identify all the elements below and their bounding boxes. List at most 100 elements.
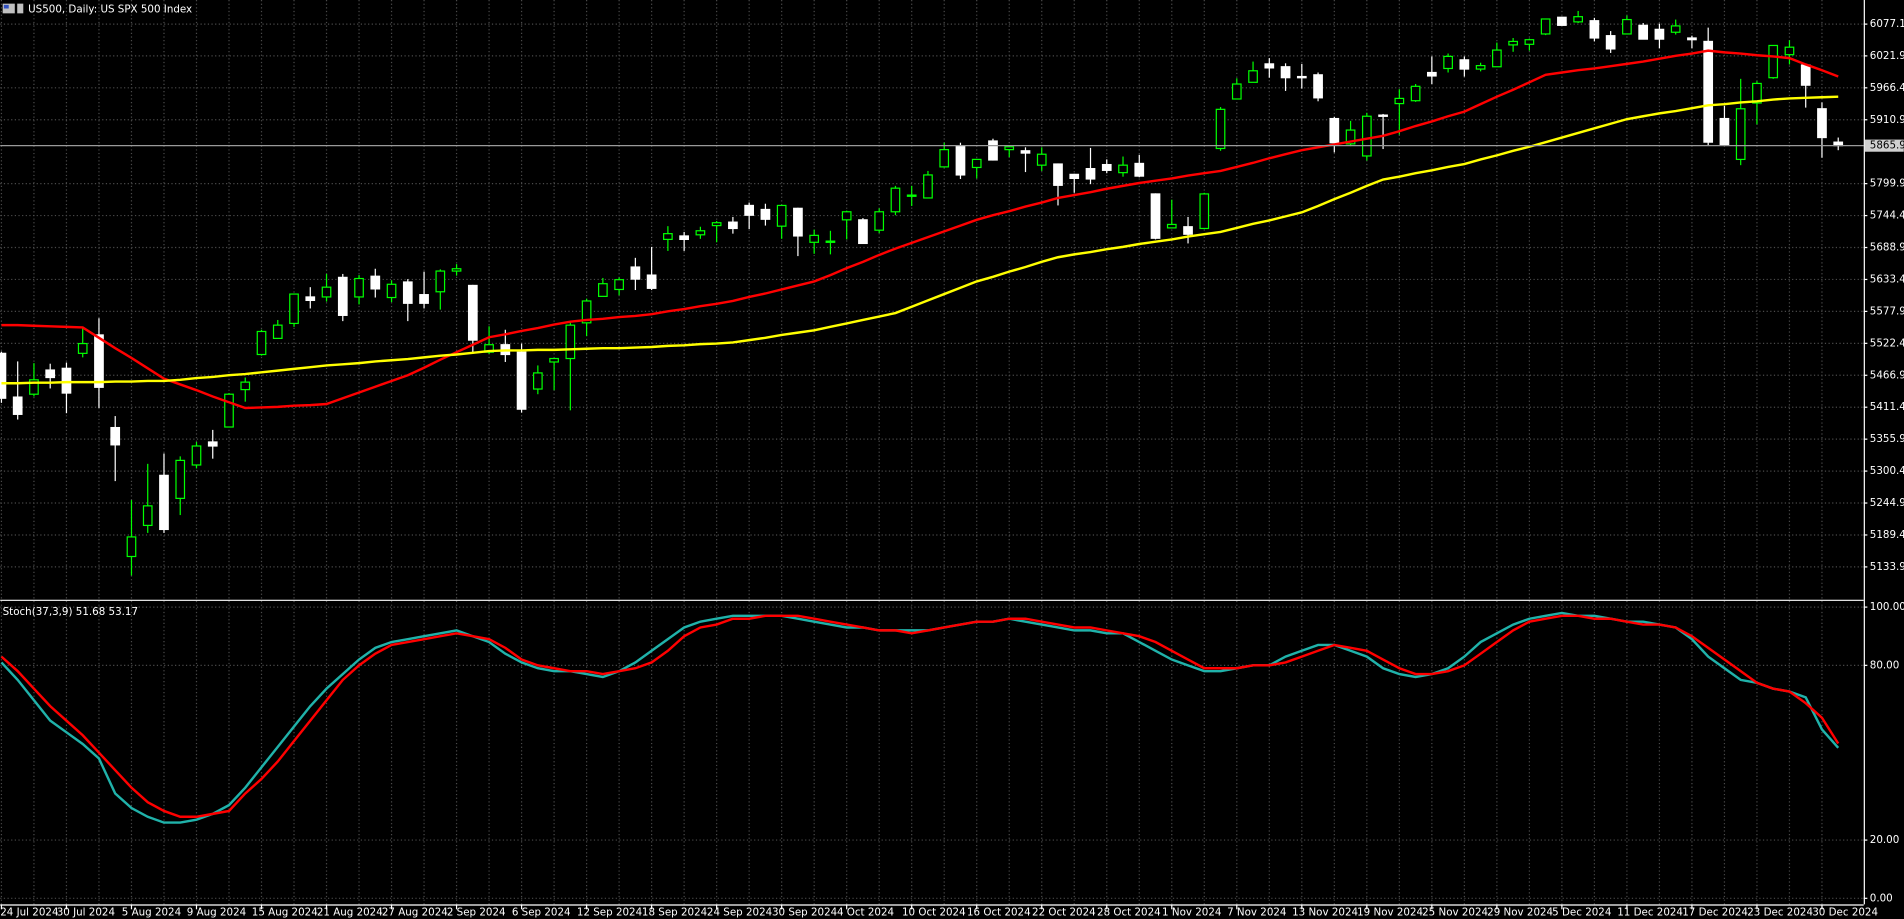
candle-body xyxy=(1817,108,1827,139)
x-tick-label: 11 Dec 2024 xyxy=(1617,906,1683,918)
x-tick-label: 19 Nov 2024 xyxy=(1357,906,1423,918)
candle-body xyxy=(1573,16,1584,23)
candle-body xyxy=(1459,59,1470,70)
x-tick-label: 24 Jul 2024 xyxy=(0,906,58,918)
x-tick-label: 5 Aug 2024 xyxy=(122,906,181,918)
candle-body xyxy=(1020,150,1031,154)
candle-body xyxy=(1687,37,1697,41)
x-tick-label: 29 Nov 2024 xyxy=(1487,906,1553,918)
grid xyxy=(0,0,1864,905)
candle-body xyxy=(1004,146,1015,151)
candle-body xyxy=(1638,24,1649,40)
candle-body xyxy=(565,324,576,360)
y-tick-label: 6021.9 xyxy=(1870,50,1904,62)
candle-body xyxy=(760,208,771,220)
x-tick-label: 17 Dec 2024 xyxy=(1682,906,1748,918)
candle-body xyxy=(386,283,397,299)
candle-body xyxy=(1394,97,1405,105)
candle-body xyxy=(614,279,624,291)
candle-body xyxy=(1492,49,1502,68)
candle-body xyxy=(630,266,641,280)
candle-body xyxy=(77,342,88,354)
candle-body xyxy=(1589,20,1600,39)
x-tick-label: 24 Sep 2024 xyxy=(707,906,772,918)
y-tick-label: 5300.4 xyxy=(1870,465,1904,477)
candle-body xyxy=(45,369,56,379)
candle-body xyxy=(1329,117,1340,144)
candle-body xyxy=(1557,16,1567,26)
candle-body xyxy=(971,158,982,169)
candle-body xyxy=(1735,108,1746,161)
y-tick-label: 5688.9 xyxy=(1870,242,1904,254)
candle-body xyxy=(435,270,446,293)
y-tick-label: 20.00 xyxy=(1870,834,1899,846)
x-tick-label: 13 Nov 2024 xyxy=(1292,906,1358,918)
candle-body xyxy=(793,207,803,237)
candle-body xyxy=(1524,39,1535,45)
x-tick-label: 23 Dec 2024 xyxy=(1747,906,1813,918)
candle-body xyxy=(61,367,72,394)
candle-body xyxy=(256,330,267,356)
plot-area xyxy=(0,10,1864,824)
candle-body xyxy=(695,230,706,236)
x-tick-label: 2 Sep 2024 xyxy=(447,906,506,918)
candle-body xyxy=(1508,40,1518,46)
y-tick-label: 80.00 xyxy=(1870,659,1899,671)
x-tick-label: 4 Oct 2024 xyxy=(837,906,894,918)
candle-body xyxy=(906,194,917,197)
candle-body xyxy=(1345,129,1356,145)
candle-body xyxy=(1540,18,1551,35)
y-tick-label: 5910.9 xyxy=(1870,114,1904,126)
candle-body xyxy=(1134,162,1145,177)
candle-body xyxy=(663,233,673,241)
candle-body xyxy=(305,296,316,302)
indicator-line xyxy=(0,611,1840,824)
chart-title: US500, Daily: US SPX 500 Index xyxy=(28,4,192,16)
x-tick-label: 18 Sep 2024 xyxy=(642,906,707,918)
candle-body xyxy=(728,221,738,230)
candle-body xyxy=(29,379,39,395)
candle-body xyxy=(207,441,218,447)
x-tick-label: 30 Dec 2024 xyxy=(1812,906,1878,918)
candle-body xyxy=(1231,83,1242,100)
candle-body xyxy=(549,357,559,363)
candle-body xyxy=(1150,193,1161,239)
candle-body xyxy=(12,396,23,415)
chart-icon xyxy=(17,3,24,14)
candle-body xyxy=(402,281,413,304)
candle-body xyxy=(1800,64,1811,86)
x-tick-label: 30 Sep 2024 xyxy=(772,906,837,918)
candle-body xyxy=(110,426,121,446)
candle-body xyxy=(1654,28,1665,40)
x-tick-label: 30 Jul 2024 xyxy=(57,906,115,918)
x-tick-label: 22 Oct 2024 xyxy=(1032,906,1096,918)
candle-body xyxy=(419,294,429,304)
candle-body xyxy=(744,204,755,216)
candle-body xyxy=(142,505,153,527)
x-tick-label: 25 Nov 2024 xyxy=(1422,906,1488,918)
x-tick-label: 12 Sep 2024 xyxy=(577,906,642,918)
candle-body xyxy=(224,393,234,428)
candle-body xyxy=(581,300,592,324)
candle-body xyxy=(1475,64,1486,70)
candle-body xyxy=(776,204,787,227)
price-label-box xyxy=(1864,139,1904,152)
candle-body xyxy=(289,293,299,325)
symbol-icon xyxy=(3,4,9,9)
candle-body xyxy=(354,277,364,298)
candle-body xyxy=(272,324,283,339)
candle-body xyxy=(337,276,348,316)
candle-body xyxy=(126,536,137,558)
x-tick-label: 28 Oct 2024 xyxy=(1097,906,1161,918)
y-tick-label: 5577.9 xyxy=(1870,305,1904,317)
y-tick-label: 5411.4 xyxy=(1870,401,1904,413)
candle-body xyxy=(1296,75,1307,79)
y-tick-label: 5799.9 xyxy=(1870,178,1904,190)
candle-body xyxy=(467,284,478,341)
candle-body xyxy=(1053,163,1063,186)
candle-body xyxy=(1410,85,1421,102)
price-label: 5865.9 xyxy=(1870,140,1904,152)
x-tick-label: 10 Oct 2024 xyxy=(902,906,966,918)
indicator-title: Stoch(37,3,9) 51.68 53.17 xyxy=(3,606,138,618)
